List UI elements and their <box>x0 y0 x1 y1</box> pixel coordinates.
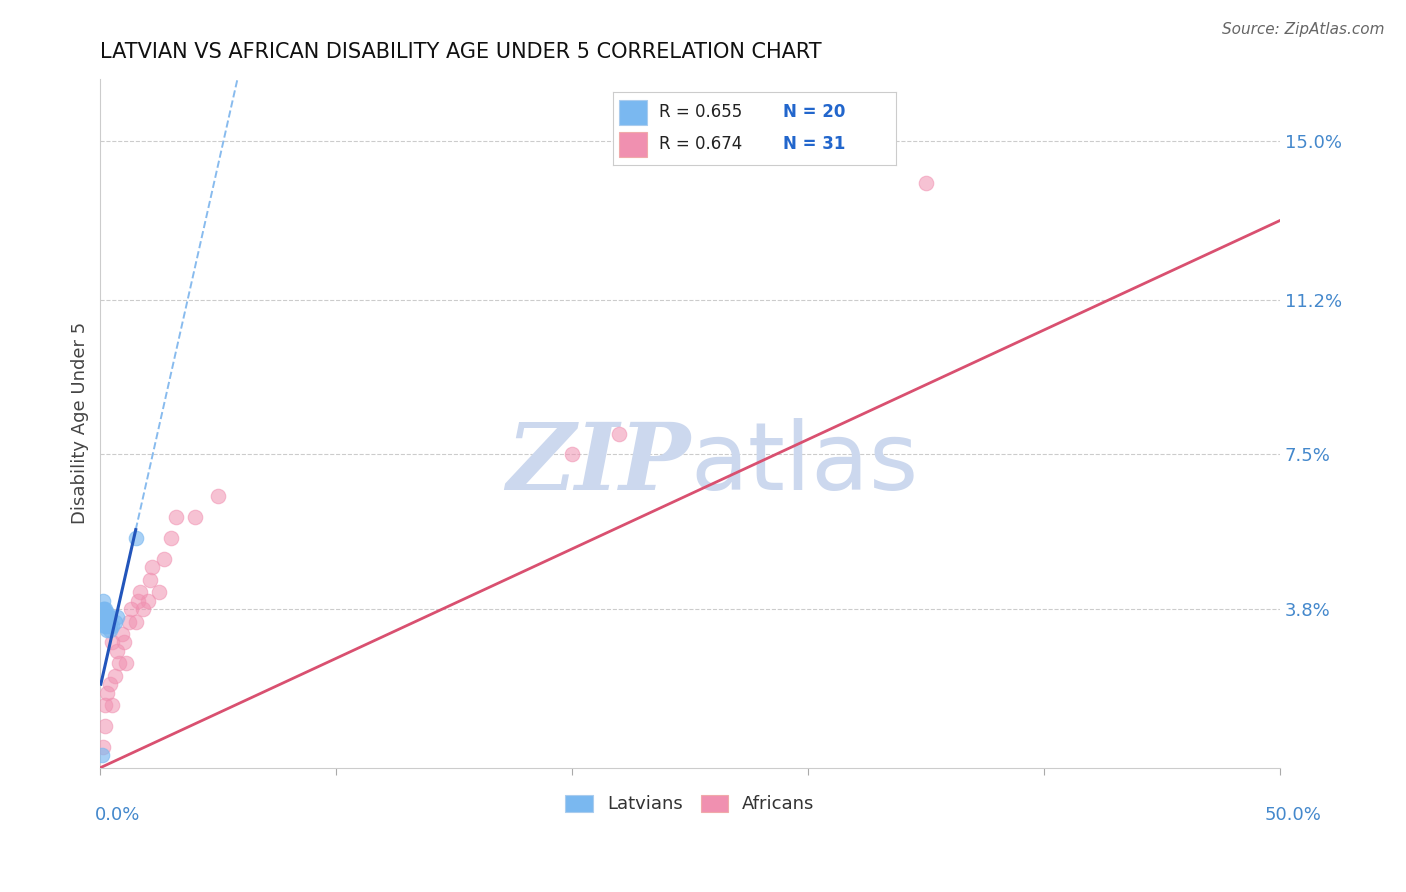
Point <box>915 176 938 190</box>
Point <box>94 602 117 616</box>
Text: Source: ZipAtlas.com: Source: ZipAtlas.com <box>1222 22 1385 37</box>
Point <box>139 573 162 587</box>
Point <box>105 644 128 658</box>
Text: LATVIAN VS AFRICAN DISABILITY AGE UNDER 5 CORRELATION CHART: LATVIAN VS AFRICAN DISABILITY AGE UNDER … <box>100 42 823 62</box>
Point <box>93 602 115 616</box>
Point <box>607 426 630 441</box>
Point <box>94 719 117 733</box>
Point <box>96 618 118 632</box>
Point <box>101 618 124 632</box>
Point <box>120 602 142 616</box>
Point <box>96 685 118 699</box>
Point <box>98 610 121 624</box>
Point <box>103 615 125 629</box>
Point <box>153 552 176 566</box>
Y-axis label: Disability Age Under 5: Disability Age Under 5 <box>72 322 89 524</box>
Point <box>141 560 163 574</box>
Point <box>98 618 121 632</box>
Point <box>105 610 128 624</box>
Point <box>91 739 114 754</box>
Point <box>101 635 124 649</box>
Point <box>132 602 155 616</box>
Point <box>115 657 138 671</box>
Text: 0.0%: 0.0% <box>94 805 139 823</box>
Point <box>91 602 114 616</box>
Point <box>98 677 121 691</box>
Point <box>165 510 187 524</box>
Legend: Latvians, Africans: Latvians, Africans <box>558 788 823 821</box>
Point <box>125 615 148 629</box>
Point <box>98 623 121 637</box>
Point <box>94 698 117 712</box>
Point <box>561 447 583 461</box>
Point <box>96 615 118 629</box>
Point <box>91 593 114 607</box>
Point <box>148 585 170 599</box>
Point <box>129 585 152 599</box>
Point <box>127 593 149 607</box>
Point <box>96 606 118 620</box>
Text: ZIP: ZIP <box>506 419 690 509</box>
Point <box>101 698 124 712</box>
Point <box>183 510 205 524</box>
Point <box>108 657 131 671</box>
Point <box>96 623 118 637</box>
Point <box>103 669 125 683</box>
Point <box>207 489 229 503</box>
Point <box>94 618 117 632</box>
Point <box>110 627 132 641</box>
Point <box>94 610 117 624</box>
Point <box>112 635 135 649</box>
Point <box>93 615 115 629</box>
Point <box>136 593 159 607</box>
Point <box>160 531 183 545</box>
Point <box>90 748 112 763</box>
Point <box>125 531 148 545</box>
Point <box>96 610 118 624</box>
Text: 50.0%: 50.0% <box>1264 805 1322 823</box>
Text: atlas: atlas <box>690 418 918 510</box>
Point <box>118 615 141 629</box>
